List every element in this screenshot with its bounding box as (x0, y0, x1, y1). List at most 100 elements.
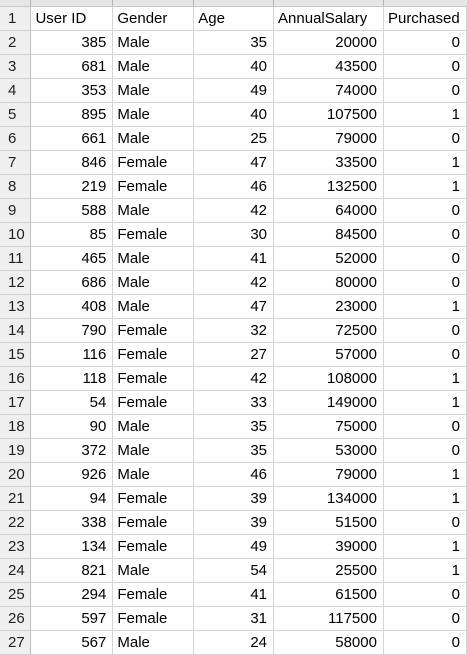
table-cell[interactable]: 465 (30, 246, 114, 271)
table-cell[interactable]: 42 (193, 366, 275, 391)
table-cell[interactable]: 54 (193, 558, 275, 583)
table-cell[interactable]: 0 (383, 606, 467, 631)
table-cell[interactable]: 926 (30, 462, 114, 487)
row-number[interactable]: 12 (0, 270, 32, 295)
row-number[interactable]: 26 (0, 606, 32, 631)
table-cell[interactable]: 408 (30, 294, 114, 319)
table-cell[interactable]: 42 (193, 198, 275, 223)
table-cell[interactable]: 53000 (273, 438, 384, 463)
table-cell[interactable]: 1 (383, 174, 467, 199)
table-cell[interactable]: 39000 (273, 534, 384, 559)
table-cell[interactable]: Male (112, 270, 195, 295)
table-cell[interactable]: 134 (30, 534, 114, 559)
table-cell[interactable]: Male (112, 414, 195, 439)
table-cell[interactable]: 118 (30, 366, 114, 391)
table-cell[interactable]: 372 (30, 438, 114, 463)
column-header-cell[interactable]: Purchased (383, 7, 467, 31)
table-cell[interactable]: Female (112, 486, 195, 511)
table-cell[interactable]: 64000 (273, 198, 384, 223)
row-number[interactable]: 21 (0, 486, 32, 511)
row-number[interactable]: 16 (0, 366, 32, 391)
table-cell[interactable]: 0 (383, 246, 467, 271)
table-cell[interactable]: Male (112, 438, 195, 463)
table-cell[interactable]: 117500 (273, 606, 384, 631)
table-cell[interactable]: 0 (383, 126, 467, 151)
table-cell[interactable]: 0 (383, 438, 467, 463)
table-cell[interactable]: Female (112, 318, 195, 343)
table-cell[interactable]: 294 (30, 582, 114, 607)
table-cell[interactable]: 597 (30, 606, 114, 631)
table-cell[interactable]: 46 (193, 174, 275, 199)
table-cell[interactable]: 1 (383, 486, 467, 511)
table-cell[interactable]: 94 (30, 486, 114, 511)
table-cell[interactable]: 72500 (273, 318, 384, 343)
table-cell[interactable]: 0 (383, 198, 467, 223)
row-number[interactable]: 2 (0, 30, 32, 55)
row-number[interactable]: 8 (0, 174, 32, 199)
table-cell[interactable]: Female (112, 342, 195, 367)
table-cell[interactable]: 47 (193, 150, 275, 175)
column-header-cell[interactable]: AnnualSalary (273, 7, 384, 31)
table-cell[interactable]: 39 (193, 486, 275, 511)
row-number[interactable]: 7 (0, 150, 32, 175)
row-number[interactable]: 11 (0, 246, 32, 271)
table-cell[interactable]: 33500 (273, 150, 384, 175)
table-cell[interactable]: 31 (193, 606, 275, 631)
table-cell[interactable]: Female (112, 582, 195, 607)
table-cell[interactable]: Female (112, 150, 195, 175)
table-cell[interactable]: 39 (193, 510, 275, 535)
table-cell[interactable]: Male (112, 30, 195, 55)
table-cell[interactable]: 588 (30, 198, 114, 223)
table-cell[interactable]: 61500 (273, 582, 384, 607)
table-cell[interactable]: 1 (383, 294, 467, 319)
table-cell[interactable]: 30 (193, 222, 275, 247)
table-cell[interactable]: 821 (30, 558, 114, 583)
row-number[interactable]: 9 (0, 198, 32, 223)
table-cell[interactable]: 661 (30, 126, 114, 151)
table-cell[interactable]: 41 (193, 582, 275, 607)
table-cell[interactable]: 79000 (273, 462, 384, 487)
table-cell[interactable]: Male (112, 294, 195, 319)
table-cell[interactable]: 1 (383, 150, 467, 175)
row-number[interactable]: 23 (0, 534, 32, 559)
table-cell[interactable]: 0 (383, 222, 467, 247)
row-number[interactable]: 19 (0, 438, 32, 463)
table-cell[interactable]: 27 (193, 342, 275, 367)
table-cell[interactable]: 1 (383, 390, 467, 415)
table-cell[interactable]: 0 (383, 54, 467, 79)
table-cell[interactable]: 686 (30, 270, 114, 295)
row-number[interactable]: 24 (0, 558, 32, 583)
table-cell[interactable]: 51500 (273, 510, 384, 535)
table-cell[interactable]: 33 (193, 390, 275, 415)
table-cell[interactable]: 35 (193, 438, 275, 463)
table-cell[interactable]: 80000 (273, 270, 384, 295)
table-cell[interactable]: Male (112, 462, 195, 487)
table-cell[interactable]: 43500 (273, 54, 384, 79)
table-cell[interactable]: 49 (193, 78, 275, 103)
table-cell[interactable]: Male (112, 246, 195, 271)
table-cell[interactable]: 846 (30, 150, 114, 175)
table-cell[interactable]: 134000 (273, 486, 384, 511)
row-number[interactable]: 18 (0, 414, 32, 439)
row-number[interactable]: 5 (0, 102, 32, 127)
table-cell[interactable]: 46 (193, 462, 275, 487)
table-cell[interactable]: 681 (30, 54, 114, 79)
table-cell[interactable]: 40 (193, 102, 275, 127)
table-cell[interactable]: 52000 (273, 246, 384, 271)
table-cell[interactable]: 79000 (273, 126, 384, 151)
row-number[interactable]: 6 (0, 126, 32, 151)
table-cell[interactable]: 90 (30, 414, 114, 439)
table-cell[interactable]: 116 (30, 342, 114, 367)
table-cell[interactable]: 75000 (273, 414, 384, 439)
table-cell[interactable]: 74000 (273, 78, 384, 103)
row-number[interactable]: 1 (0, 7, 32, 31)
table-cell[interactable]: 0 (383, 318, 467, 343)
table-cell[interactable]: 0 (383, 78, 467, 103)
table-cell[interactable]: 25 (193, 126, 275, 151)
row-number[interactable]: 4 (0, 78, 32, 103)
table-cell[interactable]: 0 (383, 414, 467, 439)
column-header-cell[interactable]: Age (193, 7, 275, 31)
row-number[interactable]: 3 (0, 54, 32, 79)
table-cell[interactable]: 1 (383, 366, 467, 391)
table-cell[interactable]: Male (112, 198, 195, 223)
